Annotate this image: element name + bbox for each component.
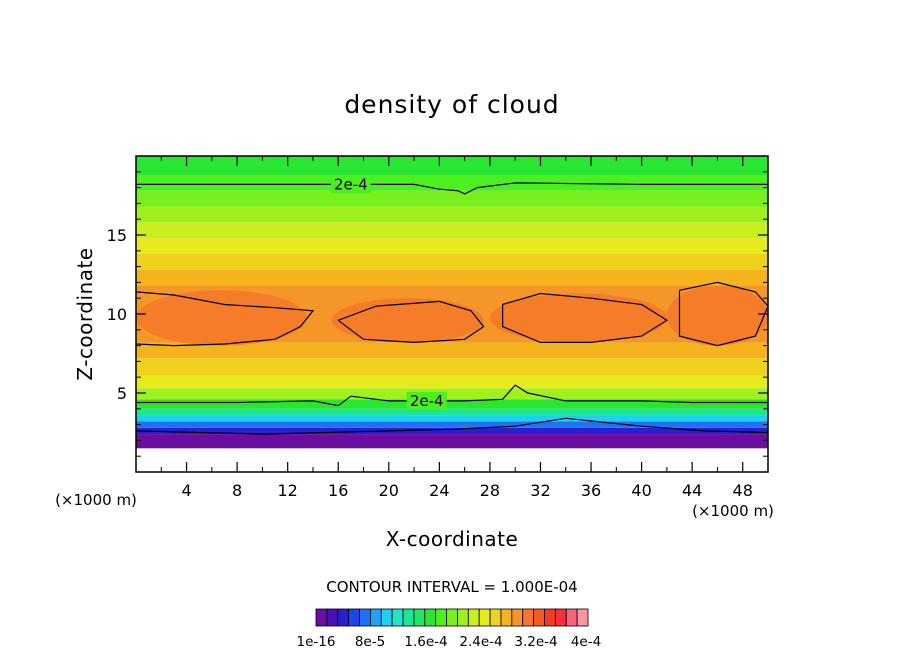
colorbar-swatch <box>522 608 534 627</box>
y-tick-label: 10 <box>107 305 127 324</box>
contour-label-bg-0 <box>330 175 371 194</box>
x-tick-label: 44 <box>682 481 702 500</box>
contour-band-15 <box>136 222 768 239</box>
colorbar-swatch <box>565 608 578 627</box>
colorbar-label: 4e-4 <box>571 634 601 650</box>
x-tick-label: 12 <box>278 481 298 500</box>
y-axis-title: Z-coordinate <box>73 247 97 380</box>
density-core-1 <box>331 298 484 343</box>
colorbar-swatch <box>348 608 360 627</box>
colorbar-label: 8e-5 <box>355 634 385 650</box>
x-tick-label: 16 <box>328 481 348 500</box>
colorbar-swatch <box>489 608 502 627</box>
x-tick-label: 36 <box>581 481 601 500</box>
colorbar-swatch <box>402 608 415 627</box>
contour-band-13 <box>136 253 768 270</box>
contour-band-6 <box>136 399 768 409</box>
y-unit-label: (×1000 m) <box>55 491 137 509</box>
colorbar-swatch <box>500 608 513 627</box>
colorbar-swatch <box>446 608 458 627</box>
contour-band-4 <box>136 415 768 422</box>
y-axis-ticks: 5 10 15 <box>107 171 768 457</box>
contour-label-0: 2e-4 <box>334 175 368 193</box>
contour-band-17 <box>136 190 768 207</box>
contour-label-1: 2e-4 <box>410 392 444 410</box>
colorbar-label: 1e-16 <box>297 634 336 650</box>
colorbar-swatch <box>457 608 469 627</box>
x-unit-label: (×1000 m) <box>692 502 774 520</box>
x-tick-label: 20 <box>379 481 399 500</box>
contour-band-9 <box>136 358 768 376</box>
contour-band-19 <box>136 156 768 175</box>
colorbar-swatch <box>435 608 447 627</box>
colorbar-swatch <box>326 608 339 627</box>
colorbar-swatch <box>478 608 491 627</box>
contour-band-7 <box>136 388 768 400</box>
x-tick-label: 24 <box>429 481 449 500</box>
contour-line-base-edge <box>136 417 768 435</box>
density-core-3 <box>666 285 768 346</box>
density-core-2 <box>489 293 667 343</box>
density-core-0 <box>136 290 307 346</box>
contour-band-10 <box>136 342 768 359</box>
colorbar-label: 2.4e-4 <box>459 634 502 650</box>
chart-title: density of cloud <box>344 90 559 119</box>
colorbar-swatch <box>554 608 567 627</box>
contour-band-16 <box>136 206 768 223</box>
contour-interval-label: CONTOUR INTERVAL = 1.000E-04 <box>326 578 577 596</box>
colorbar-swatch <box>533 608 545 627</box>
colorbar-swatch <box>467 608 480 627</box>
contour-band-3 <box>136 421 768 428</box>
x-tick-label: 48 <box>733 481 753 500</box>
colorbar-label: 1.6e-4 <box>404 634 447 650</box>
colorbar-swatch <box>359 608 371 627</box>
contour-line-core-far-right <box>678 281 768 347</box>
contour-line-lower-2e-4 <box>136 384 768 407</box>
colorbar-swatch <box>337 608 350 627</box>
colorbar <box>315 608 589 627</box>
contour-band-14 <box>136 238 768 254</box>
colorbar-swatch <box>413 608 426 627</box>
x-axis-ticks: 4 8 12 16 20 24 28 32 36 40 44 48 <box>160 156 753 500</box>
colorbar-swatch <box>576 608 589 627</box>
colorbar-swatch <box>544 608 556 627</box>
contour-line-core-left <box>136 291 315 347</box>
colorbar-label: 3.2e-4 <box>514 634 557 650</box>
colorbar-swatch <box>511 608 524 627</box>
contour-labels: 2e-4 2e-4 <box>330 175 447 410</box>
x-axis-title: X-coordinate <box>386 527 519 551</box>
x-tick-label: 32 <box>530 481 550 500</box>
contour-band-1 <box>136 434 768 449</box>
x-tick-label: 40 <box>631 481 651 500</box>
x-tick-label: 8 <box>232 481 242 500</box>
contour-band-2 <box>136 427 768 435</box>
colorbar-swatch <box>369 608 382 627</box>
colorbar-swatch <box>380 608 393 627</box>
contour-band-12 <box>136 269 768 286</box>
contour-band-8 <box>136 375 768 389</box>
contour-fill <box>136 156 768 472</box>
colorbar-swatch <box>391 608 404 627</box>
contour-line-core-right <box>502 292 669 343</box>
colorbar-swatch <box>424 608 437 627</box>
x-tick-label: 4 <box>181 481 191 500</box>
contour-label-bg-1 <box>406 391 447 410</box>
colorbar-swatch <box>315 608 328 627</box>
contour-line-core-mid <box>337 300 485 344</box>
contour-band-0 <box>136 448 768 472</box>
contour-band-5 <box>136 408 768 416</box>
contour-band-18 <box>136 174 768 191</box>
y-tick-label: 15 <box>107 226 127 245</box>
x-tick-label: 28 <box>480 481 500 500</box>
y-tick-label: 5 <box>117 384 127 403</box>
colorbar-labels: 1e-16 8e-5 1.6e-4 2.4e-4 3.2e-4 4e-4 <box>297 634 602 650</box>
